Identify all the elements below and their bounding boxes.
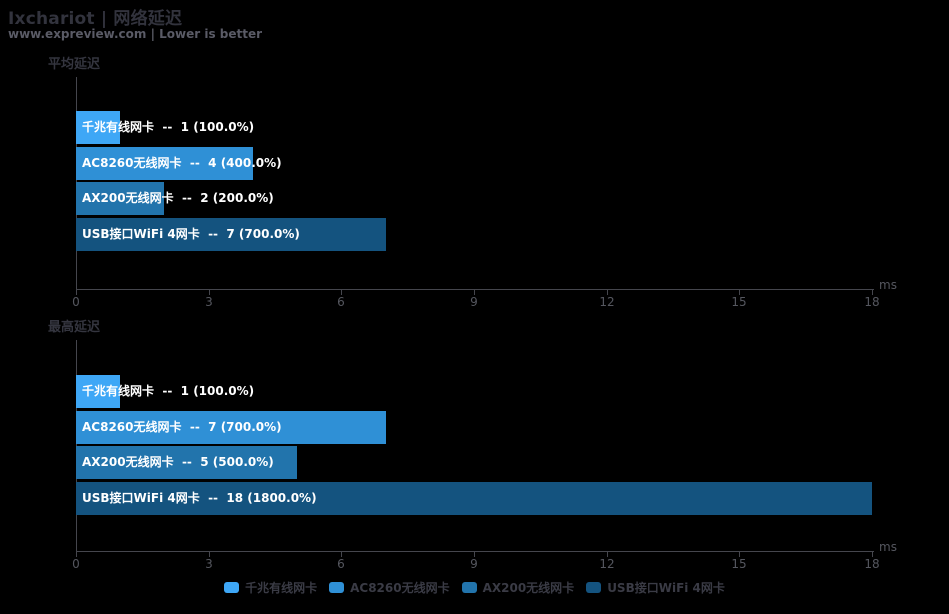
x-axis-tick xyxy=(341,551,342,557)
x-axis-tick-label: 12 xyxy=(599,295,615,309)
legend-item-usb-wifi4-nic[interactable]: USB接口WiFi 4网卡 xyxy=(586,579,725,596)
bar[interactable] xyxy=(76,218,386,251)
x-axis-tick xyxy=(607,551,608,557)
chart-title-max-latency: 最高延迟 xyxy=(48,320,101,335)
bar[interactable] xyxy=(76,411,386,444)
legend-color-swatch-icon xyxy=(329,582,345,593)
x-axis-tick xyxy=(872,551,873,557)
y-axis-line xyxy=(76,340,77,551)
x-axis-tick xyxy=(474,551,475,557)
x-axis-tick-label: 9 xyxy=(470,295,478,309)
legend-color-swatch-icon xyxy=(224,582,240,593)
chart-title-average-latency: 平均延迟 xyxy=(48,57,101,72)
x-axis-tick xyxy=(341,289,342,295)
page-title: Ixchariot | 网络延迟 xyxy=(8,9,183,29)
x-axis-tick xyxy=(209,551,210,557)
legend-item-label: USB接口WiFi 4网卡 xyxy=(607,581,725,595)
bar[interactable] xyxy=(76,482,872,515)
x-axis-tick-label: 9 xyxy=(470,557,478,571)
x-axis-tick-label: 0 xyxy=(72,557,80,571)
x-axis-tick xyxy=(607,289,608,295)
bar-label: AX200无线网卡 -- 2 (200.0%) xyxy=(82,191,274,205)
x-axis-tick-label: 18 xyxy=(864,295,880,309)
bar[interactable] xyxy=(76,375,120,408)
x-axis-tick xyxy=(209,289,210,295)
x-axis-tick-label: 3 xyxy=(205,557,213,571)
legend-color-swatch-icon xyxy=(461,582,477,593)
bar-label: AC8260无线网卡 -- 4 (400.0%) xyxy=(82,156,282,170)
x-axis-tick-label: 3 xyxy=(205,295,213,309)
x-axis-tick xyxy=(76,551,77,557)
bar-label: USB接口WiFi 4网卡 -- 18 (1800.0%) xyxy=(82,491,317,505)
legend-item-label: AX200无线网卡 xyxy=(482,581,575,595)
bar-label: 千兆有线网卡 -- 1 (100.0%) xyxy=(82,384,255,398)
x-axis-tick-label: 18 xyxy=(864,557,880,571)
page-subtitle: www.expreview.com | Lower is better xyxy=(8,27,263,41)
bar[interactable] xyxy=(76,147,253,180)
x-axis-tick-label: 6 xyxy=(337,295,345,309)
legend-item-label: AC8260无线网卡 xyxy=(350,581,450,595)
x-axis-line xyxy=(76,289,874,290)
bar-label: AC8260无线网卡 -- 7 (700.0%) xyxy=(82,420,282,434)
x-axis-tick-label: 15 xyxy=(731,295,747,309)
bar-label: 千兆有线网卡 -- 1 (100.0%) xyxy=(82,120,255,134)
x-axis-tick xyxy=(739,289,740,295)
bar-label: USB接口WiFi 4网卡 -- 7 (700.0%) xyxy=(82,227,300,241)
x-axis-tick-label: 6 xyxy=(337,557,345,571)
legend-item-ac8260-wireless-nic[interactable]: AC8260无线网卡 xyxy=(329,579,450,596)
bar[interactable] xyxy=(76,182,164,215)
bar[interactable] xyxy=(76,111,120,144)
x-axis-tick xyxy=(76,289,77,295)
legend-color-swatch-icon xyxy=(586,582,602,593)
bar-label: AX200无线网卡 -- 5 (500.0%) xyxy=(82,455,274,469)
bar[interactable] xyxy=(76,446,297,479)
x-axis-tick-label: 15 xyxy=(731,557,747,571)
x-axis-tick xyxy=(739,551,740,557)
chart-legend: 千兆有线网卡 AC8260无线网卡 AX200无线网卡 USB接口WiFi 4网… xyxy=(0,579,949,596)
x-axis-tick-label: 0 xyxy=(72,295,80,309)
x-axis-tick-label: 12 xyxy=(599,557,615,571)
legend-item-ax200-wireless-nic[interactable]: AX200无线网卡 xyxy=(461,579,575,596)
legend-item-label: 千兆有线网卡 xyxy=(245,581,318,595)
legend-item-gigabit-wired-nic[interactable]: 千兆有线网卡 xyxy=(224,579,317,596)
x-axis-unit-label: ms xyxy=(879,540,897,554)
x-axis-tick xyxy=(474,289,475,295)
x-axis-line xyxy=(76,551,874,552)
x-axis-tick xyxy=(872,289,873,295)
x-axis-unit-label: ms xyxy=(879,278,897,292)
